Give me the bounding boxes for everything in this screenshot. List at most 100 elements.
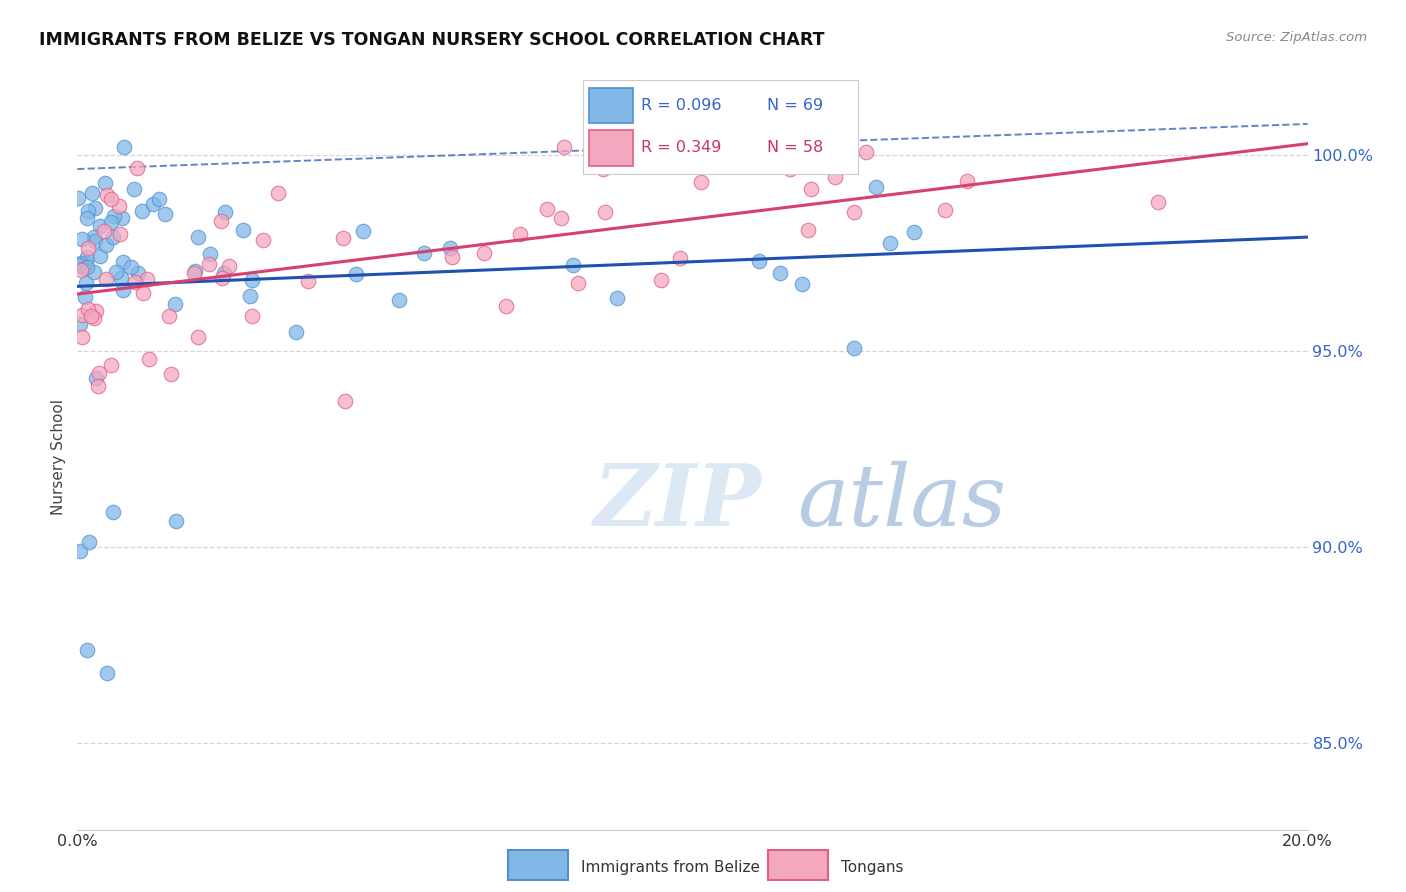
Point [73, 260, 96, 275]
Point [824, 169, 846, 184]
Point [198, 247, 221, 261]
Point [76, 260, 98, 274]
Point [956, 174, 979, 188]
Point [69, 317, 91, 331]
Point [76, 642, 98, 657]
Point [76, 211, 98, 226]
Point [111, 254, 134, 268]
Point [94, 176, 117, 190]
Point [100, 192, 122, 206]
Point [606, 291, 628, 305]
Point [790, 277, 813, 292]
Point [796, 223, 818, 237]
Text: R = 0.349: R = 0.349 [641, 140, 721, 155]
Point [77, 203, 100, 218]
Point [212, 266, 235, 280]
Point [70, 263, 93, 277]
Point [844, 342, 866, 356]
Point [934, 202, 956, 217]
Point [72, 231, 94, 245]
Point [96, 188, 118, 202]
Point [844, 205, 866, 219]
Point [83, 230, 105, 244]
Point [748, 254, 770, 268]
Point [67, 259, 90, 273]
Point [157, 309, 180, 323]
Point [472, 245, 495, 260]
FancyBboxPatch shape [508, 850, 568, 880]
Point [94, 272, 117, 286]
Point [103, 209, 125, 223]
Point [266, 186, 288, 201]
Point [509, 227, 531, 241]
Point [77, 301, 100, 316]
Point [240, 273, 263, 287]
Text: R = 0.096: R = 0.096 [641, 98, 721, 113]
Point [567, 276, 589, 290]
Point [84, 201, 107, 215]
Point [593, 204, 616, 219]
Text: N = 69: N = 69 [768, 98, 824, 113]
Point [112, 140, 135, 154]
Point [1147, 195, 1170, 210]
Point [80, 310, 103, 324]
Point [103, 230, 125, 244]
Point [690, 176, 713, 190]
Point [855, 145, 877, 160]
Point [75, 256, 97, 270]
Point [240, 309, 263, 323]
Point [124, 276, 146, 290]
Point [252, 233, 274, 247]
Text: ZIP: ZIP [595, 460, 762, 543]
Text: Source: ZipAtlas.com: Source: ZipAtlas.com [1226, 31, 1367, 45]
Point [112, 284, 135, 298]
Point [142, 197, 165, 211]
Y-axis label: Nursery School: Nursery School [51, 399, 66, 516]
Point [69, 544, 91, 558]
Point [440, 251, 463, 265]
Point [903, 225, 925, 239]
Point [198, 257, 221, 271]
Text: N = 58: N = 58 [768, 140, 824, 155]
Point [75, 276, 97, 290]
Point [333, 394, 356, 409]
Point [187, 330, 209, 344]
Point [94, 238, 117, 252]
Point [879, 236, 901, 251]
Point [131, 204, 153, 219]
Point [669, 251, 692, 265]
Point [865, 180, 887, 194]
Point [76, 250, 98, 264]
Point [127, 266, 149, 280]
Point [779, 162, 801, 177]
FancyBboxPatch shape [589, 87, 633, 123]
Point [592, 161, 614, 176]
Point [769, 266, 792, 280]
Point [136, 272, 159, 286]
Point [125, 161, 148, 175]
Point [110, 227, 132, 241]
Point [561, 259, 583, 273]
Point [101, 505, 124, 519]
Point [138, 351, 160, 366]
Point [120, 260, 142, 274]
Point [83, 310, 105, 325]
Point [344, 267, 367, 281]
Point [111, 211, 134, 225]
Point [89, 366, 111, 380]
Point [165, 514, 187, 528]
Point [105, 265, 128, 279]
Point [67, 191, 90, 205]
Point [89, 219, 111, 233]
Text: Tongans: Tongans [841, 860, 903, 874]
Point [155, 207, 177, 221]
Point [100, 359, 122, 373]
Point [284, 325, 307, 339]
Point [413, 246, 436, 260]
Point [495, 299, 517, 313]
Text: Immigrants from Belize: Immigrants from Belize [581, 860, 759, 874]
Point [214, 204, 236, 219]
Point [77, 241, 100, 255]
Point [100, 214, 122, 228]
Point [160, 367, 183, 381]
